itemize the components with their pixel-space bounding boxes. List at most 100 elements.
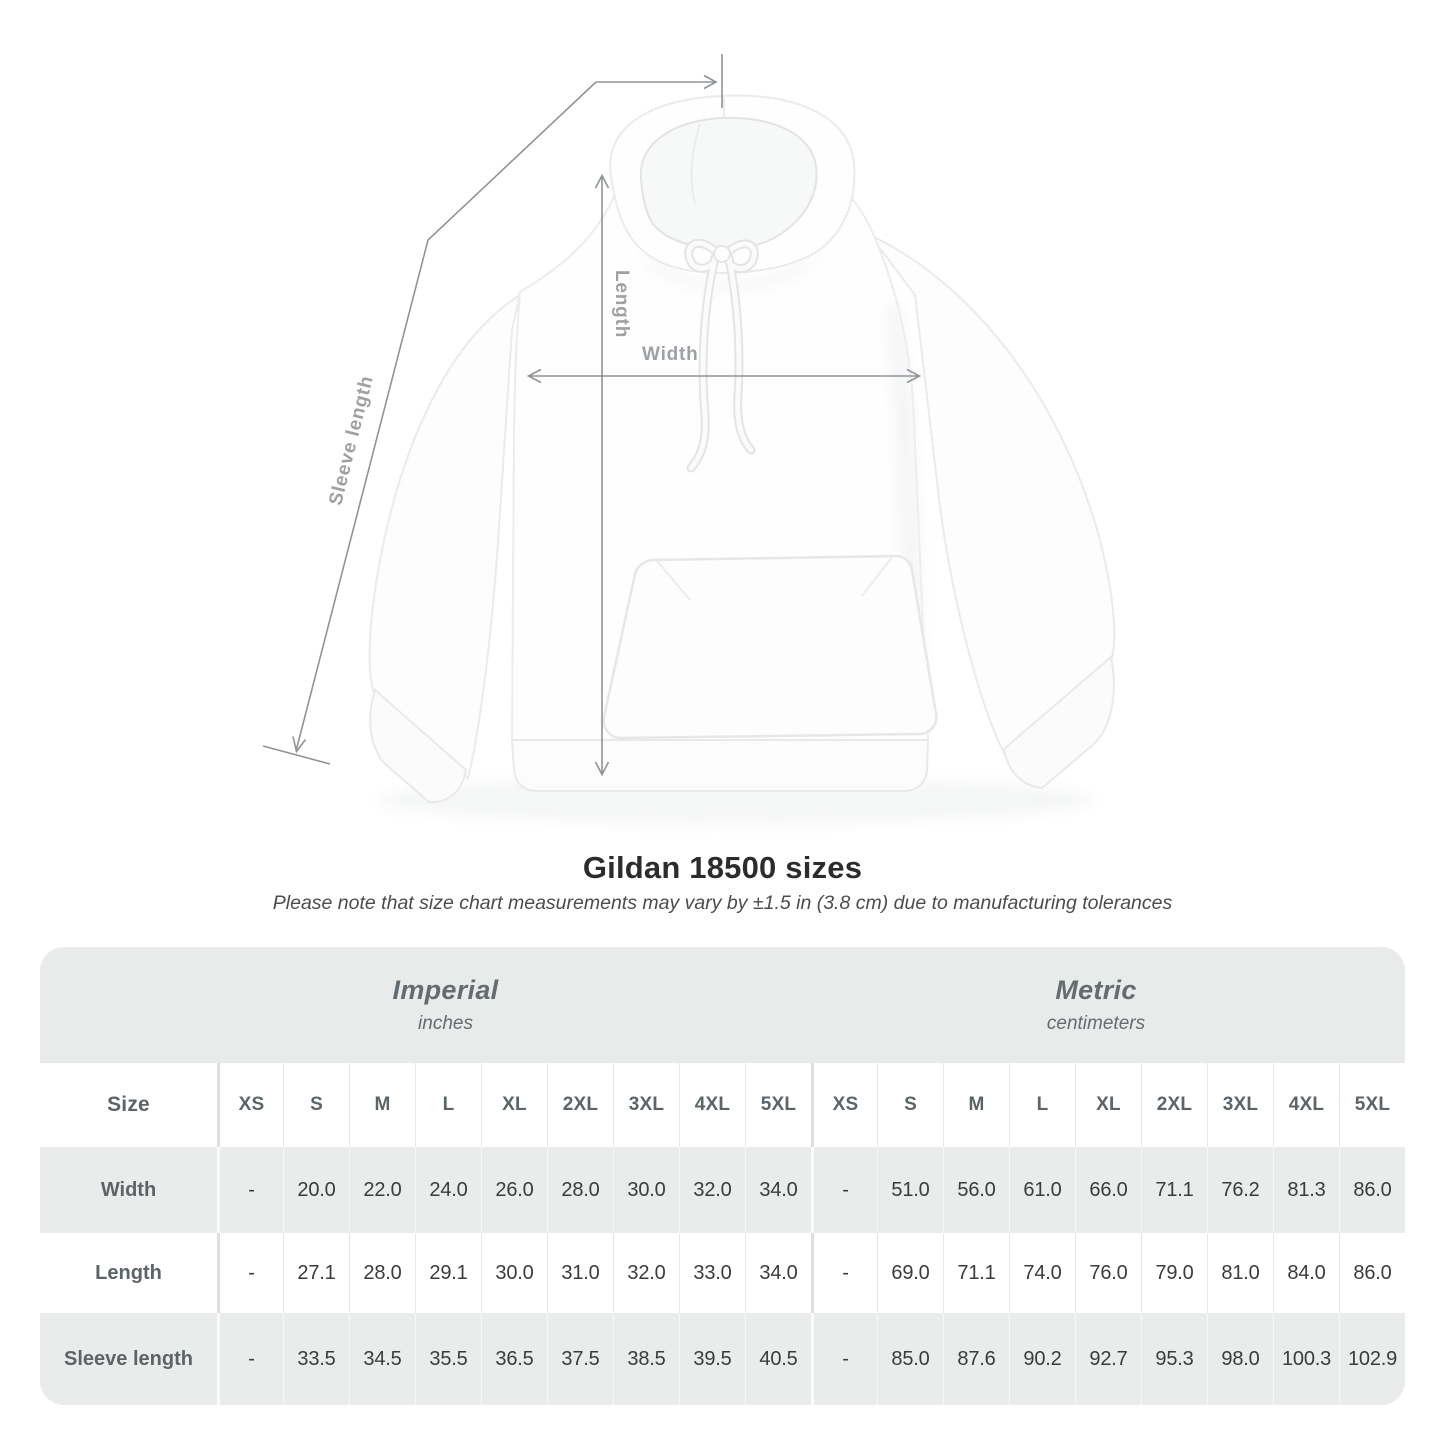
cell-width-metric-l: 61.0 [1009,1147,1075,1233]
cell-length-metric-xl: 76.0 [1075,1233,1141,1313]
cell-length-imperial-4xl: 33.0 [679,1233,745,1313]
cell-width-metric-4xl: 81.3 [1273,1147,1339,1233]
cell-length-imperial-m: 28.0 [349,1233,415,1313]
col-header-metric-5xl: 5XL [1339,1063,1405,1147]
col-header-metric-2xl: 2XL [1141,1063,1207,1147]
hoodie-left-sleeve [368,292,522,780]
cell-width-imperial-m: 22.0 [349,1147,415,1233]
cell-width-imperial-5xl: 34.0 [745,1147,811,1233]
imperial-section-unit: inches [418,1013,473,1034]
imperial-section-title: Imperial [392,975,499,1005]
page-title: Gildan 18500 sizes [582,850,863,885]
pocket-corner-seams [655,555,894,601]
col-header-metric-3xl: 3XL [1207,1063,1273,1147]
width-measure-label: Width [642,344,699,365]
cell-sleeve-length-imperial-3xl: 38.5 [613,1313,679,1405]
hoodie-measurement-figure [262,54,1116,824]
col-header-metric-4xl: 4XL [1273,1063,1339,1147]
cell-sleeve-length-imperial-xl: 36.5 [481,1313,547,1405]
cell-length-imperial-xs: - [217,1233,283,1313]
cell-width-imperial-s: 20.0 [283,1147,349,1233]
cell-sleeve-length-imperial-l: 35.5 [415,1313,481,1405]
hoodie-hem-band [510,739,930,792]
cell-length-metric-5xl: 86.0 [1339,1233,1405,1313]
col-header-metric-xl: XL [1075,1063,1141,1147]
cell-sleeve-length-metric-m: 87.6 [943,1313,1009,1405]
col-header-imperial-4xl: 4XL [679,1063,745,1147]
width-line [526,368,922,384]
hoodie-left-cuff [369,688,468,804]
tolerance-note: Please note that size chart measurements… [272,892,1173,914]
cell-width-imperial-xl: 26.0 [481,1147,547,1233]
cell-sleeve-length-imperial-m: 34.5 [349,1313,415,1405]
cell-width-imperial-3xl: 30.0 [613,1147,679,1233]
metric-section-header: Metric centimeters [811,947,1405,1063]
cell-width-metric-2xl: 71.1 [1141,1147,1207,1233]
hoodie-right-sleeve [869,234,1116,755]
chest-shadow [640,250,820,291]
col-header-metric-m: M [943,1063,1009,1147]
cell-length-metric-s: 69.0 [877,1233,943,1313]
hood-seams [690,96,725,205]
cell-width-imperial-xs: - [217,1147,283,1233]
cell-sleeve-length-imperial-4xl: 39.5 [679,1313,745,1405]
cell-length-metric-xs: - [811,1233,877,1313]
cell-length-metric-l: 74.0 [1009,1233,1075,1313]
cell-width-metric-xs: - [811,1147,877,1233]
cell-width-imperial-2xl: 28.0 [547,1147,613,1233]
col-header-imperial-xs: XS [217,1063,283,1147]
hood-opening [639,116,818,250]
col-header-imperial-5xl: 5XL [745,1063,811,1147]
cell-width-metric-s: 51.0 [877,1147,943,1233]
metric-section-title: Metric [1055,975,1137,1005]
cell-length-imperial-5xl: 34.0 [745,1233,811,1313]
cell-sleeve-length-metric-xs: - [811,1313,877,1405]
cell-width-imperial-4xl: 32.0 [679,1147,745,1233]
metric-section-unit: centimeters [1046,1013,1146,1034]
cell-length-metric-4xl: 84.0 [1273,1233,1339,1313]
hoodie-pocket [602,554,938,740]
size-column-header: Size [107,1093,150,1116]
cell-width-imperial-l: 24.0 [415,1147,481,1233]
cell-length-imperial-l: 29.1 [415,1233,481,1313]
col-header-metric-xs: XS [811,1063,877,1147]
row-label-length: Length [95,1261,162,1284]
row-label-sleeve-length: Sleeve length [40,1313,217,1405]
col-header-imperial-s: S [283,1063,349,1147]
cell-length-metric-2xl: 79.0 [1141,1233,1207,1313]
col-header-imperial-2xl: 2XL [547,1063,613,1147]
cell-length-metric-3xl: 81.0 [1207,1233,1273,1313]
size-table: Imperial inches Metric centimeters Size X… [40,947,1405,1405]
cell-sleeve-length-metric-xl: 92.7 [1075,1313,1141,1405]
cell-width-metric-m: 56.0 [943,1147,1009,1233]
cell-length-imperial-xl: 30.0 [481,1233,547,1313]
cell-length-metric-m: 71.1 [943,1233,1009,1313]
cell-sleeve-length-metric-s: 85.0 [877,1313,943,1405]
cell-sleeve-length-imperial-xs: - [217,1313,283,1405]
cell-sleeve-length-imperial-s: 33.5 [283,1313,349,1405]
cell-sleeve-length-metric-4xl: 100.3 [1273,1313,1339,1405]
cell-sleeve-length-metric-2xl: 95.3 [1141,1313,1207,1405]
col-header-metric-s: S [877,1063,943,1147]
hoodie-drawstrings [684,238,759,473]
cell-length-imperial-3xl: 32.0 [613,1233,679,1313]
sleeve-length-line [262,54,723,765]
cell-sleeve-length-imperial-2xl: 37.5 [547,1313,613,1405]
cell-width-metric-3xl: 76.2 [1207,1147,1273,1233]
measure-lines [262,54,922,777]
imperial-section-header: Imperial inches [40,947,811,1063]
cell-width-metric-5xl: 86.0 [1339,1147,1405,1233]
row-label-width: Width [40,1147,217,1233]
length-line [594,173,610,777]
cell-sleeve-length-metric-3xl: 98.0 [1207,1313,1273,1405]
cell-width-metric-xl: 66.0 [1075,1147,1141,1233]
cell-sleeve-length-metric-l: 90.2 [1009,1313,1075,1405]
cell-sleeve-length-imperial-5xl: 40.5 [745,1313,811,1405]
cell-length-imperial-s: 27.1 [283,1233,349,1313]
hoodie-right-cuff [1002,655,1115,790]
col-header-imperial-xl: XL [481,1063,547,1147]
length-measure-label: Length [611,270,632,339]
col-header-imperial-3xl: 3XL [613,1063,679,1147]
col-header-imperial-m: M [349,1063,415,1147]
cell-sleeve-length-metric-5xl: 102.9 [1339,1313,1405,1405]
